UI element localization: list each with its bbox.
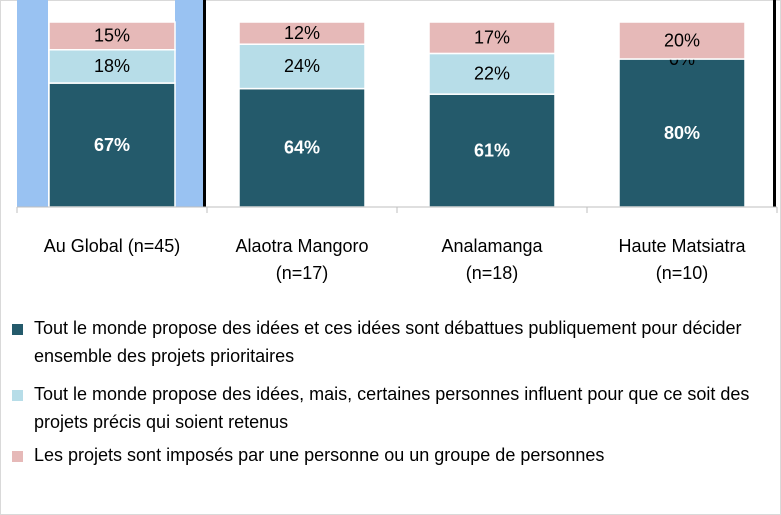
- bar-segment: [428, 21, 556, 55]
- legend-label: Tout le monde propose des idées et ces i…: [34, 318, 742, 366]
- legend-swatch: [12, 324, 23, 335]
- bar-segment: [618, 58, 746, 208]
- data-label: 61%: [474, 140, 510, 160]
- data-label: 22%: [474, 64, 510, 84]
- bar-segment: [428, 52, 556, 95]
- legend-label: Tout le monde propose des idées, mais, c…: [34, 384, 750, 432]
- highlight: [17, 0, 48, 207]
- legend-label: Les projets sont imposés par une personn…: [34, 445, 605, 465]
- data-label: 64%: [284, 138, 320, 158]
- divider: [773, 0, 776, 207]
- data-label: 80%: [664, 123, 700, 143]
- divider: [203, 0, 206, 207]
- bar-segment: [48, 82, 176, 208]
- x-tick-label: Alaotra Mangoro (n=17): [235, 236, 369, 283]
- bar-segment: [238, 21, 366, 45]
- data-label: 18%: [94, 56, 130, 76]
- data-label: 17%: [474, 27, 510, 47]
- x-tick-label: Haute Matsiatra (n=10): [618, 236, 746, 283]
- bar-segment: [48, 49, 176, 84]
- bar-segment: [618, 21, 746, 60]
- data-label: 12%: [284, 23, 320, 43]
- data-label: 20%: [664, 30, 700, 50]
- legend-swatch: [12, 390, 23, 401]
- bar-segment: [238, 43, 366, 90]
- x-tick-label: Analamanga (n=18): [441, 236, 543, 283]
- highlight: [175, 0, 204, 207]
- bar-segment: [48, 21, 176, 51]
- data-label: 15%: [94, 26, 130, 46]
- x-tick-label: Au Global (n=45): [43, 236, 181, 256]
- legend-swatch: [12, 451, 23, 462]
- data-label: 67%: [94, 135, 130, 155]
- data-label: 24%: [284, 56, 320, 76]
